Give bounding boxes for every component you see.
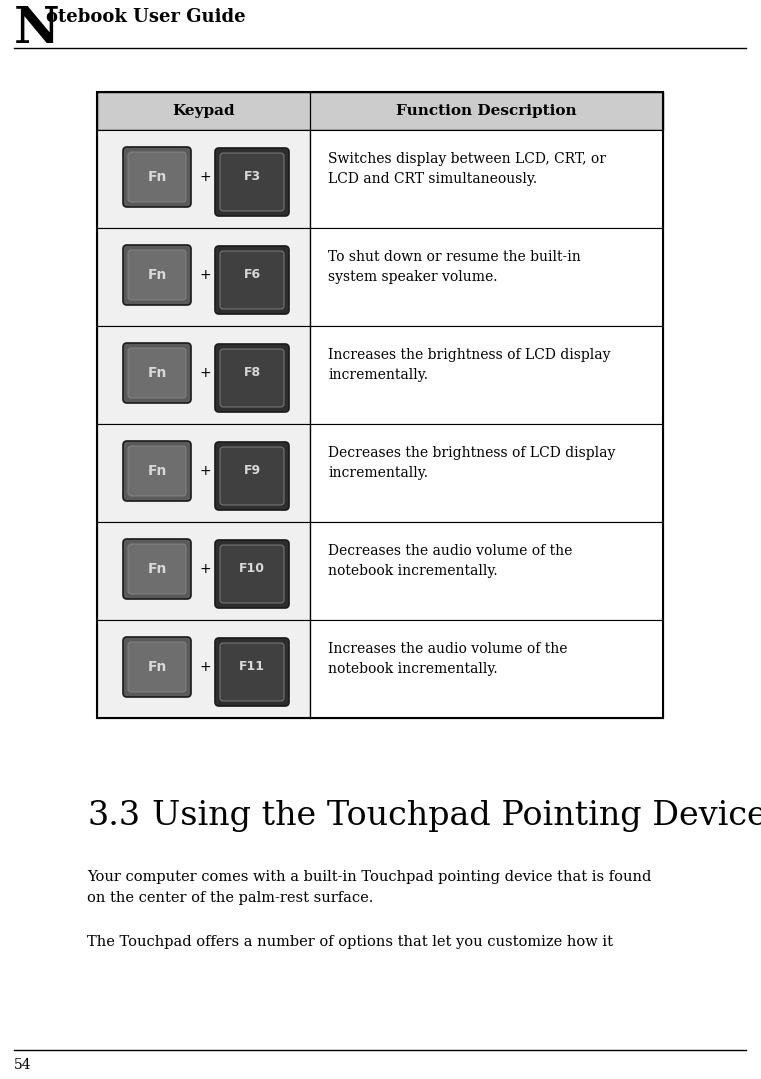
- FancyBboxPatch shape: [215, 442, 289, 510]
- FancyBboxPatch shape: [128, 152, 186, 202]
- Bar: [97, 92, 663, 718]
- Text: The Touchpad offers a number of options that let you customize how it: The Touchpad offers a number of options …: [87, 935, 613, 950]
- FancyBboxPatch shape: [215, 540, 289, 607]
- Text: Fn: Fn: [148, 562, 167, 576]
- Text: Using the Touchpad Pointing Device: Using the Touchpad Pointing Device: [152, 800, 761, 832]
- Text: Keypad: Keypad: [172, 104, 235, 118]
- Bar: [97, 424, 310, 522]
- Text: Your computer comes with a built-in Touchpad pointing device that is found
on th: Your computer comes with a built-in Touc…: [87, 870, 651, 904]
- Text: Fn: Fn: [148, 464, 167, 478]
- Bar: [310, 620, 663, 718]
- Bar: [97, 129, 310, 228]
- Bar: [97, 620, 310, 718]
- FancyBboxPatch shape: [128, 349, 186, 398]
- Text: F8: F8: [244, 366, 260, 379]
- Bar: [310, 228, 663, 326]
- FancyBboxPatch shape: [123, 343, 191, 402]
- Text: Fn: Fn: [148, 660, 167, 674]
- Bar: [97, 92, 663, 129]
- FancyBboxPatch shape: [123, 637, 191, 697]
- Text: To shut down or resume the built-in
system speaker volume.: To shut down or resume the built-in syst…: [328, 250, 581, 284]
- Text: +: +: [199, 660, 211, 674]
- Text: +: +: [199, 464, 211, 478]
- Text: +: +: [199, 562, 211, 576]
- FancyBboxPatch shape: [220, 545, 284, 603]
- FancyBboxPatch shape: [128, 250, 186, 300]
- Text: F3: F3: [244, 169, 260, 182]
- Text: N: N: [14, 5, 60, 54]
- Text: Switches display between LCD, CRT, or
LCD and CRT simultaneously.: Switches display between LCD, CRT, or LC…: [328, 152, 606, 186]
- Text: +: +: [199, 366, 211, 380]
- Bar: [310, 326, 663, 424]
- Text: otebook User Guide: otebook User Guide: [46, 8, 246, 26]
- Bar: [310, 522, 663, 620]
- Text: Fn: Fn: [148, 268, 167, 282]
- FancyBboxPatch shape: [220, 251, 284, 309]
- FancyBboxPatch shape: [215, 246, 289, 314]
- Bar: [310, 424, 663, 522]
- Text: F9: F9: [244, 464, 260, 477]
- Text: F6: F6: [244, 268, 260, 281]
- Text: Fn: Fn: [148, 170, 167, 185]
- FancyBboxPatch shape: [215, 344, 289, 412]
- Text: Increases the audio volume of the
notebook incrementally.: Increases the audio volume of the notebo…: [328, 642, 568, 675]
- FancyBboxPatch shape: [128, 446, 186, 496]
- Bar: [97, 326, 310, 424]
- Bar: [97, 228, 310, 326]
- FancyBboxPatch shape: [220, 153, 284, 211]
- Text: Increases the brightness of LCD display
incrementally.: Increases the brightness of LCD display …: [328, 349, 610, 382]
- FancyBboxPatch shape: [215, 638, 289, 706]
- FancyBboxPatch shape: [123, 441, 191, 501]
- Bar: [310, 129, 663, 228]
- FancyBboxPatch shape: [220, 349, 284, 407]
- Text: Decreases the audio volume of the
notebook incrementally.: Decreases the audio volume of the notebo…: [328, 544, 572, 577]
- Text: +: +: [199, 268, 211, 282]
- Text: Function Description: Function Description: [396, 104, 577, 118]
- Text: +: +: [199, 170, 211, 185]
- Bar: [97, 522, 310, 620]
- FancyBboxPatch shape: [123, 147, 191, 207]
- Text: F11: F11: [239, 659, 265, 672]
- Text: F10: F10: [239, 561, 265, 574]
- Text: Decreases the brightness of LCD display
incrementally.: Decreases the brightness of LCD display …: [328, 446, 616, 479]
- FancyBboxPatch shape: [220, 447, 284, 505]
- FancyBboxPatch shape: [128, 544, 186, 595]
- FancyBboxPatch shape: [128, 642, 186, 692]
- FancyBboxPatch shape: [215, 148, 289, 216]
- FancyBboxPatch shape: [123, 540, 191, 599]
- Text: Fn: Fn: [148, 366, 167, 380]
- FancyBboxPatch shape: [123, 245, 191, 305]
- Text: 3.3: 3.3: [87, 800, 140, 832]
- FancyBboxPatch shape: [220, 643, 284, 701]
- Text: 54: 54: [14, 1058, 32, 1073]
